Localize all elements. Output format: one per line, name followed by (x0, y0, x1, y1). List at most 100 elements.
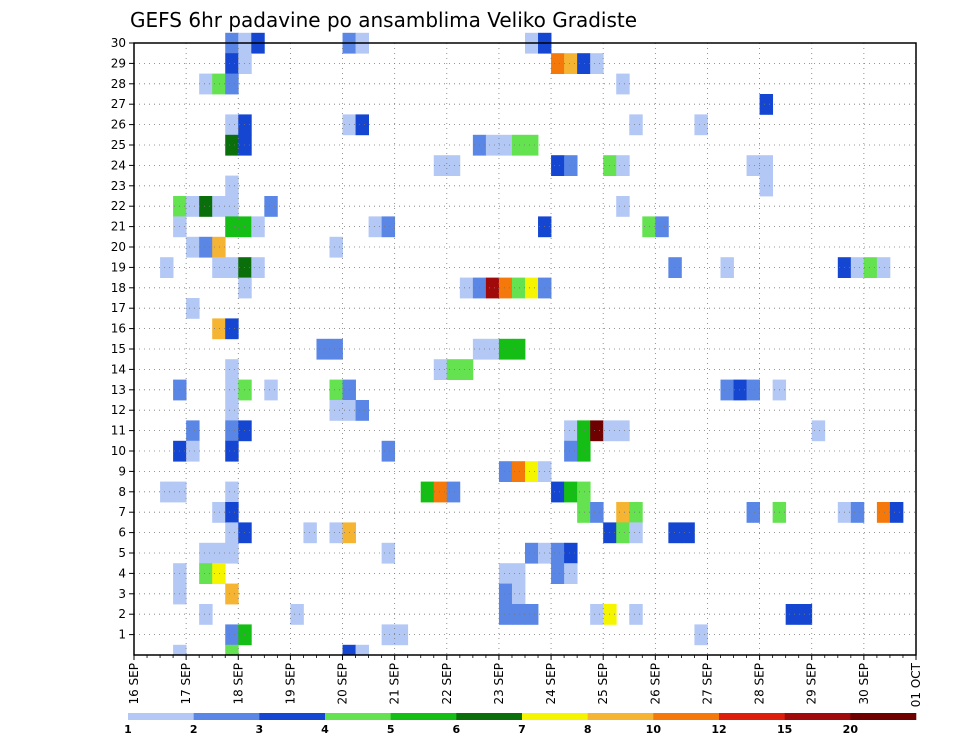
heatmap-cell (551, 53, 565, 74)
x-tick-label: 20 SEP (336, 663, 350, 705)
heatmap-cell (525, 542, 539, 564)
heatmap-cell (616, 155, 630, 176)
legend-label: 1 (124, 723, 132, 736)
heatmap-cell (381, 624, 396, 646)
heatmap-cell (225, 379, 239, 401)
y-tick-label: 7 (118, 505, 126, 519)
heatmap-cell (889, 502, 904, 523)
heatmap-cell (225, 114, 239, 136)
grid-lines (134, 42, 916, 655)
heatmap-cell (577, 481, 591, 503)
heatmap-cell (225, 216, 239, 238)
heatmap-cell (264, 379, 278, 401)
heatmap-cell (564, 481, 578, 503)
legend-swatch (784, 713, 851, 720)
heatmap-cell (212, 563, 226, 584)
y-tick-label: 19 (111, 260, 126, 274)
heatmap-cell (251, 257, 265, 278)
x-tick-label: 23 SEP (492, 663, 506, 705)
heatmap-cell (498, 563, 513, 584)
legend-label: 20 (843, 723, 859, 736)
heatmap-cell (525, 461, 539, 482)
y-tick-label: 2 (118, 607, 126, 621)
heatmap-cell (355, 644, 369, 656)
x-tick-label: 19 SEP (283, 663, 297, 705)
heatmap-cell (381, 216, 396, 238)
y-tick-label: 9 (118, 464, 126, 478)
y-tick-label: 3 (118, 587, 126, 601)
heatmap-cell (551, 155, 565, 176)
legend-swatch (456, 713, 523, 720)
heatmap-cell (759, 94, 774, 115)
y-tick-label: 10 (111, 444, 126, 458)
heatmap-cell (616, 420, 630, 442)
heatmap-cell (498, 134, 513, 156)
x-tick-label: 25 SEP (596, 663, 610, 705)
heatmap-cell (551, 542, 565, 564)
heatmap-cell (577, 502, 591, 523)
heatmap-cell (251, 216, 265, 238)
heatmap-cell (498, 604, 513, 625)
heatmap-cell (329, 379, 343, 401)
y-tick-label: 20 (111, 240, 126, 254)
heatmap-cell (186, 236, 200, 258)
heatmap-cell (759, 155, 774, 176)
heatmap-cell (850, 257, 865, 278)
heatmap-cell (186, 196, 200, 217)
y-tick-label: 26 (111, 118, 126, 132)
heatmap-cell (225, 73, 239, 95)
heatmap-cell (590, 420, 604, 442)
legend-label: 2 (190, 723, 198, 736)
heatmap-cell (433, 481, 448, 503)
heatmap-cell (746, 502, 760, 523)
heatmap-cell (355, 114, 369, 136)
heatmap-cell (485, 277, 500, 299)
y-tick-label: 13 (111, 383, 126, 397)
heatmap-cell (303, 522, 317, 544)
y-tick-label: 25 (111, 138, 126, 152)
heatmap-cell (290, 604, 304, 625)
heatmap-cell (173, 644, 187, 656)
y-tick-label: 8 (118, 485, 126, 499)
heatmap-cell (785, 604, 800, 625)
heatmap-cell (525, 134, 539, 156)
heatmap-cell (681, 522, 695, 544)
x-tick-label: 28 SEP (753, 663, 767, 705)
y-tick-label: 12 (111, 403, 126, 417)
y-tick-label: 4 (118, 566, 126, 580)
heatmap-cell (225, 420, 239, 442)
heatmap-cell (694, 624, 708, 646)
heatmap-cell (655, 216, 669, 238)
heatmap-cell (446, 155, 461, 176)
heatmap-cell (394, 624, 409, 646)
y-axis-ticks: 1234567891011121314151617181920212223242… (111, 36, 134, 642)
y-tick-label: 30 (111, 36, 126, 50)
heatmap-cell (498, 277, 513, 299)
heatmap-cell (511, 338, 526, 360)
legend-swatch (719, 713, 785, 720)
heatmap-cell (590, 502, 604, 523)
y-tick-label: 24 (111, 158, 126, 172)
heatmap-cell (863, 257, 878, 278)
heatmap-cell (225, 481, 239, 503)
heatmap-cell (577, 420, 591, 442)
heatmap-cell (511, 277, 526, 299)
legend-label: 10 (646, 723, 662, 736)
y-tick-label: 23 (111, 179, 126, 193)
heatmap-cell (459, 359, 474, 380)
heatmap-cell (225, 196, 239, 217)
heatmap-cell (720, 257, 734, 278)
heatmap-cell (564, 420, 578, 442)
heatmap-cell (225, 359, 239, 380)
heatmap-cell (876, 257, 891, 278)
heatmap-cell (329, 400, 343, 421)
heatmap-cell (811, 420, 826, 442)
heatmap-cell (564, 155, 578, 176)
legend-swatch (522, 713, 588, 720)
legend-swatch (653, 713, 720, 720)
x-tick-label: 27 SEP (700, 663, 714, 705)
heatmap-cell (199, 73, 213, 95)
heatmap-cell (564, 563, 578, 584)
y-tick-label: 22 (111, 199, 126, 213)
heatmap-cell (498, 583, 513, 605)
